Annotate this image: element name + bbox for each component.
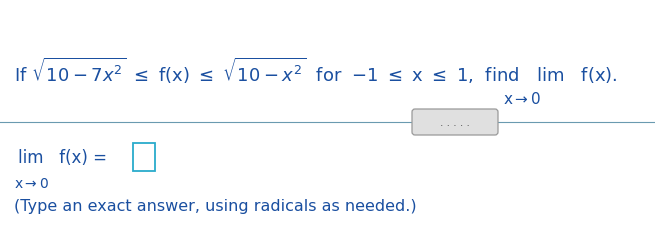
Text: x$\rightarrow$0: x$\rightarrow$0 — [14, 176, 49, 190]
Text: x$\rightarrow$0: x$\rightarrow$0 — [503, 91, 542, 106]
Text: lim   f(x) =: lim f(x) = — [18, 148, 107, 166]
FancyBboxPatch shape — [133, 143, 155, 171]
FancyBboxPatch shape — [412, 110, 498, 135]
Text: (Type an exact answer, using radicals as needed.): (Type an exact answer, using radicals as… — [14, 198, 417, 213]
Text: If $\sqrt{10-7x^{2}}$ $\leq$ f(x) $\leq$ $\sqrt{10-x^{2}}$  for  $-$1 $\leq$ x $: If $\sqrt{10-7x^{2}}$ $\leq$ f(x) $\leq$… — [14, 56, 618, 86]
Text: . . . . .: . . . . . — [440, 117, 470, 127]
